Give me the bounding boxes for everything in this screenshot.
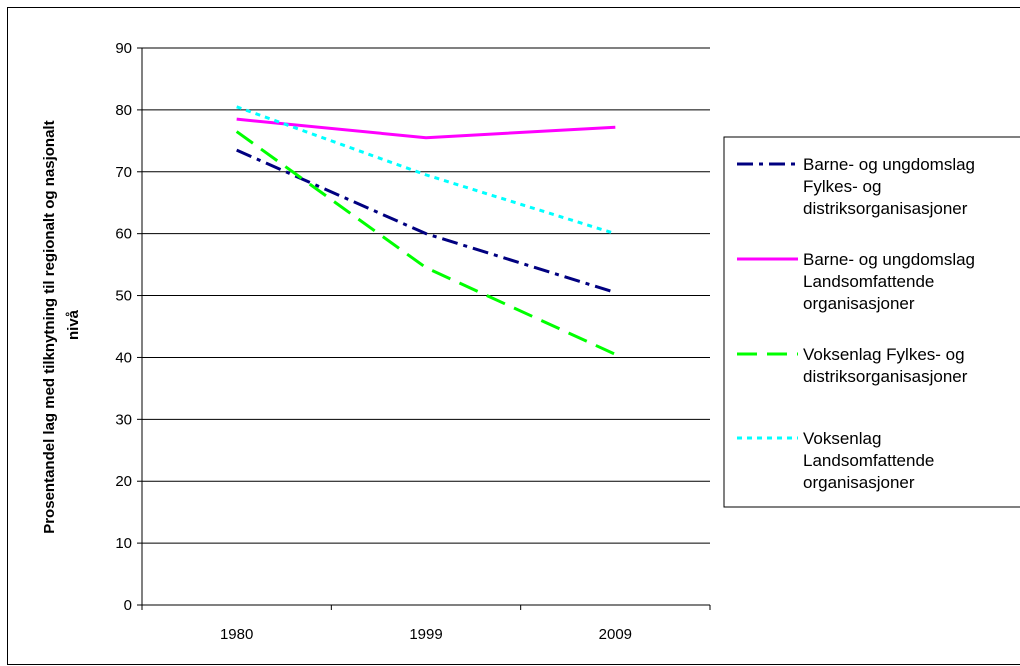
legend: Barne- og ungdomslag Fylkes- og distriksor… (723, 136, 1020, 508)
legend-label: organisasjoner (803, 473, 915, 492)
y-tick-labels: 0 10 20 30 40 50 60 70 80 90 (115, 40, 132, 614)
y-tick-label: 50 (115, 288, 132, 305)
legend-label: Landsomfattende (803, 451, 934, 470)
y-tick-label: 80 (115, 102, 132, 119)
series-lines (235, 105, 616, 356)
y-tick-label: 30 (115, 411, 132, 428)
legend-label: Voksenlag (803, 429, 881, 448)
y-tick-label: 60 (115, 226, 132, 243)
series-line (235, 130, 616, 356)
y-tick-label: 40 (115, 349, 132, 366)
x-tick-labels: 1980 1999 2009 (220, 626, 632, 643)
y-tick-label: 20 (115, 473, 132, 490)
legend-label: Fylkes- og (803, 177, 881, 196)
series-line (236, 105, 616, 236)
legend-label: organisasjoner (803, 294, 915, 313)
x-tick-label: 2009 (599, 626, 632, 643)
series-line (236, 117, 616, 140)
chart-frame (7, 7, 1020, 665)
legend-label: Landsomfattende (803, 272, 934, 291)
y-axis-label-line-2: nivå (65, 309, 82, 340)
y-tick-label: 90 (115, 40, 132, 57)
axes (137, 47, 711, 610)
y-tick-label: 0 (124, 597, 132, 614)
legend-label: Barne- og ungdomslag (803, 155, 975, 174)
y-axis-label: Prosentandel lag med tilknytning til reg… (41, 116, 82, 534)
legend-label: Barne- og ungdomslag (803, 250, 975, 269)
y-axis-label-line-1: Prosentandel lag med tilknytning til reg… (41, 120, 58, 533)
y-tick-label: 10 (115, 535, 132, 552)
legend-label: Voksenlag Fylkes- og (803, 345, 965, 364)
legend-label: distriksorganisasjoner (803, 199, 968, 218)
x-tick-label: 1980 (220, 626, 253, 643)
y-tick-label: 70 (115, 164, 132, 181)
legend-label: distriksorganisasjoner (803, 367, 968, 386)
legend-box (723, 136, 1020, 508)
gridlines (142, 47, 710, 544)
x-tick-label: 1999 (409, 626, 442, 643)
